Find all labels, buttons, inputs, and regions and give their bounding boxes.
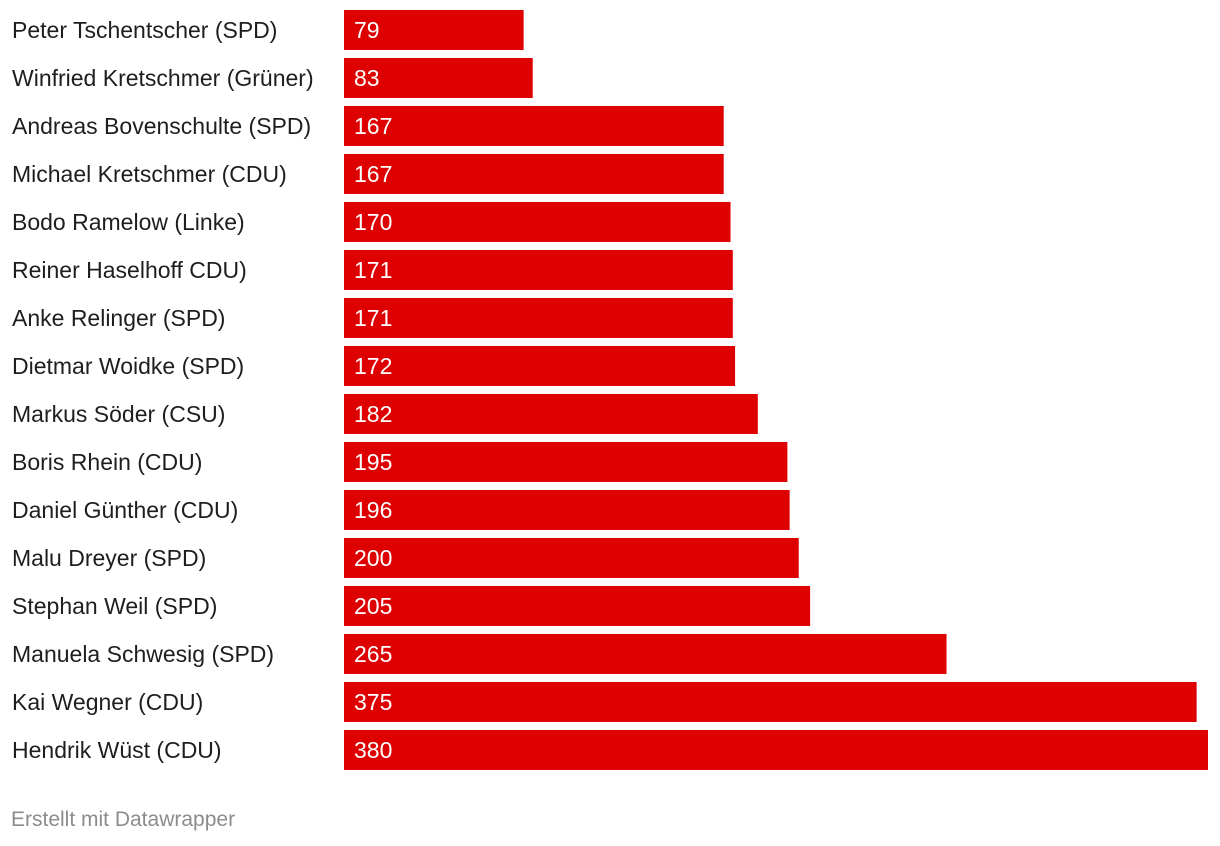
value-label: 171 (354, 257, 392, 283)
category-label: Andreas Bovenschulte (SPD) (12, 113, 311, 139)
bar (344, 682, 1197, 722)
category-label: Michael Kretschmer (CDU) (12, 161, 287, 187)
value-label: 170 (354, 209, 392, 235)
category-label: Anke Relinger (SPD) (12, 305, 225, 331)
datawrapper-credit: Erstellt mit Datawrapper (11, 808, 236, 831)
bar (344, 106, 724, 146)
bar-row: Markus Söder (CSU) 182 (12, 394, 758, 434)
bar (344, 298, 733, 338)
category-label: Dietmar Woidke (SPD) (12, 353, 244, 379)
bar (344, 10, 524, 50)
bar-row: Bodo Ramelow (Linke) 170 (12, 202, 731, 242)
bar-row: Daniel Günther (CDU) 196 (12, 490, 790, 530)
bar-row: Winfried Kretschmer (Grüner) 83 (12, 58, 533, 98)
bar-row: Malu Dreyer (SPD) 200 (12, 538, 799, 578)
category-label: Hendrik Wüst (CDU) (12, 737, 222, 763)
bar (344, 202, 731, 242)
category-label: Stephan Weil (SPD) (12, 593, 217, 619)
bar (344, 634, 947, 674)
bar-row: Peter Tschentscher (SPD) 79 (12, 10, 524, 50)
value-label: 200 (354, 545, 392, 571)
value-label: 205 (354, 593, 392, 619)
bar (344, 154, 724, 194)
bar (344, 58, 533, 98)
value-label: 167 (354, 161, 392, 187)
bar-row: Reiner Haselhoff CDU) 171 (12, 250, 733, 290)
bar-row: Boris Rhein (CDU) 195 (12, 442, 788, 482)
bar (344, 490, 790, 530)
value-label: 171 (354, 305, 392, 331)
bar-chart: Peter Tschentscher (SPD) 79 Winfried Krets… (12, 10, 1208, 770)
bar-row: Anke Relinger (SPD) 171 (12, 298, 733, 338)
bar-row: Andreas Bovenschulte (SPD) 167 (12, 106, 724, 146)
bar-row: Dietmar Woidke (SPD) 172 (12, 346, 736, 386)
bar-row: Michael Kretschmer (CDU) 167 (12, 154, 724, 194)
value-label: 172 (354, 353, 392, 379)
category-label: Boris Rhein (CDU) (12, 449, 202, 475)
value-label: 79 (354, 17, 380, 43)
bar (344, 538, 799, 578)
value-label: 375 (354, 689, 392, 715)
category-label: Winfried Kretschmer (Grüner) (12, 65, 314, 91)
bar (344, 442, 788, 482)
value-label: 182 (354, 401, 392, 427)
value-label: 380 (354, 737, 392, 763)
value-label: 83 (354, 65, 380, 91)
bar-row: Hendrik Wüst (CDU) 380 (12, 730, 1208, 770)
value-label: 167 (354, 113, 392, 139)
bar (344, 346, 736, 386)
category-label: Malu Dreyer (SPD) (12, 545, 206, 571)
bar (344, 250, 733, 290)
bar (344, 586, 811, 626)
category-label: Markus Söder (CSU) (12, 401, 225, 427)
category-label: Bodo Ramelow (Linke) (12, 209, 245, 235)
bar (344, 394, 758, 434)
bar-row: Manuela Schwesig (SPD) 265 (12, 634, 947, 674)
category-label: Kai Wegner (CDU) (12, 689, 203, 715)
category-label: Daniel Günther (CDU) (12, 497, 238, 523)
category-label: Peter Tschentscher (SPD) (12, 17, 277, 43)
category-label: Reiner Haselhoff CDU) (12, 257, 247, 283)
value-label: 265 (354, 641, 392, 667)
bar (344, 730, 1208, 770)
bar-row: Kai Wegner (CDU) 375 (12, 682, 1197, 722)
value-label: 195 (354, 449, 392, 475)
bar-row: Stephan Weil (SPD) 205 (12, 586, 811, 626)
category-label: Manuela Schwesig (SPD) (12, 641, 274, 667)
value-label: 196 (354, 497, 392, 523)
